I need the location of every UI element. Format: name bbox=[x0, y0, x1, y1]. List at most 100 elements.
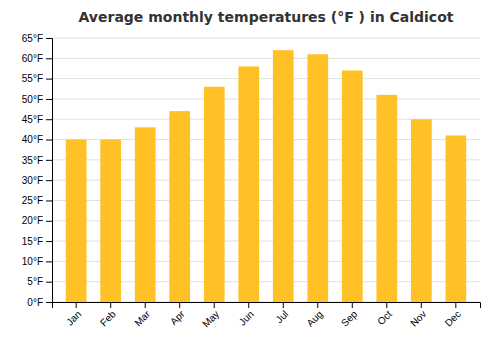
y-tick-label: 10°F bbox=[22, 256, 43, 267]
y-tick-label: 20°F bbox=[22, 215, 43, 226]
x-tick-mark bbox=[76, 302, 77, 308]
y-tick-mark bbox=[46, 58, 52, 59]
y-tick-mark bbox=[46, 79, 52, 80]
grid-line bbox=[52, 98, 480, 99]
y-tick: 65°F bbox=[22, 33, 52, 44]
bar bbox=[100, 140, 121, 302]
x-tick: Jul bbox=[274, 302, 291, 325]
x-tick-mark bbox=[248, 302, 249, 308]
y-tick: 5°F bbox=[27, 276, 52, 287]
y-tick-mark bbox=[46, 99, 52, 100]
bar bbox=[204, 87, 225, 302]
x-tick-mark bbox=[317, 302, 318, 308]
x-tick-label: Feb bbox=[98, 308, 118, 328]
x-tick-mark bbox=[455, 302, 456, 308]
bar bbox=[411, 119, 432, 302]
x-tick-mark bbox=[283, 302, 284, 308]
y-axis: 0°F 5°F 10°F 15°F 20°F 25°F 30°F 35°F 40°F 45°F 50… bbox=[22, 33, 53, 308]
x-tick: Dec bbox=[443, 302, 463, 329]
x-tick-label: Jan bbox=[64, 308, 83, 327]
x-tick: Aug bbox=[304, 302, 324, 329]
x-tick-label: Oct bbox=[375, 308, 394, 327]
x-tick: Nov bbox=[408, 302, 428, 329]
y-tick-mark bbox=[46, 302, 52, 303]
x-tick: May bbox=[200, 302, 221, 330]
bar bbox=[238, 66, 259, 302]
y-tick-label: 60°F bbox=[22, 53, 43, 64]
y-tick-label: 0°F bbox=[27, 297, 43, 308]
y-tick-label: 25°F bbox=[22, 195, 43, 206]
y-tick-mark bbox=[46, 140, 52, 141]
y-tick: 10°F bbox=[22, 256, 52, 267]
x-tick: Sep bbox=[339, 302, 360, 329]
y-tick-mark bbox=[46, 119, 52, 120]
bars bbox=[66, 50, 466, 302]
y-tick-label: 45°F bbox=[22, 114, 43, 125]
y-tick-mark bbox=[46, 241, 52, 242]
y-tick-label: 65°F bbox=[22, 33, 43, 44]
y-tick: 20°F bbox=[22, 215, 52, 226]
x-tick-label: Nov bbox=[408, 308, 428, 328]
grid-line bbox=[52, 58, 480, 59]
y-tick-mark bbox=[46, 160, 52, 161]
chart-container: Jan Feb Mar Apr May Jun Jul Aug Sep Oct Nov Dec 0°F 5… bbox=[0, 0, 500, 350]
x-tick-label: May bbox=[200, 308, 221, 329]
y-tick: 40°F bbox=[22, 134, 52, 145]
x-tick-label: Jun bbox=[237, 308, 256, 327]
y-axis-line bbox=[46, 39, 53, 303]
chart-svg: Jan Feb Mar Apr May Jun Jul Aug Sep Oct Nov Dec 0°F 5… bbox=[0, 0, 500, 350]
x-tick-label: Aug bbox=[304, 308, 324, 328]
y-tick: 45°F bbox=[22, 114, 52, 125]
y-tick: 55°F bbox=[22, 73, 52, 84]
plot-area: Jan Feb Mar Apr May Jun Jul Aug Sep Oct Nov Dec 0°F 5… bbox=[22, 33, 481, 330]
x-axis-line bbox=[53, 303, 481, 309]
x-tick-label: Mar bbox=[132, 308, 152, 328]
grid-line bbox=[52, 38, 480, 39]
y-tick-label: 40°F bbox=[22, 134, 43, 145]
x-tick: Jan bbox=[64, 302, 83, 328]
y-tick: 15°F bbox=[22, 236, 52, 247]
x-tick-mark bbox=[214, 302, 215, 308]
y-tick: 30°F bbox=[22, 175, 52, 186]
y-tick-label: 55°F bbox=[22, 73, 43, 84]
y-tick: 0°F bbox=[27, 297, 52, 308]
y-tick: 35°F bbox=[22, 155, 52, 166]
y-tick-label: 30°F bbox=[22, 175, 43, 186]
bar bbox=[307, 54, 328, 302]
x-tick: Oct bbox=[375, 302, 394, 327]
y-tick: 25°F bbox=[22, 195, 52, 206]
bar bbox=[66, 140, 87, 302]
x-tick-mark bbox=[179, 302, 180, 308]
x-tick-mark bbox=[145, 302, 146, 308]
bar bbox=[273, 50, 294, 302]
x-tick-mark bbox=[352, 302, 353, 308]
grid bbox=[52, 38, 480, 302]
bar bbox=[376, 95, 397, 302]
x-tick-label: Dec bbox=[443, 308, 463, 328]
y-tick-mark bbox=[46, 200, 52, 201]
x-tick-label: Apr bbox=[168, 308, 187, 327]
bar bbox=[135, 127, 156, 302]
x-tick: Apr bbox=[168, 302, 187, 327]
y-tick-mark bbox=[46, 261, 52, 262]
x-tick-label: Sep bbox=[339, 308, 360, 329]
y-tick: 60°F bbox=[22, 53, 52, 64]
y-tick-label: 5°F bbox=[27, 276, 43, 287]
bar bbox=[169, 111, 190, 302]
x-tick-mark bbox=[421, 302, 422, 308]
x-tick-mark bbox=[110, 302, 111, 308]
y-tick: 50°F bbox=[22, 94, 52, 105]
bar bbox=[445, 135, 466, 302]
y-tick-label: 15°F bbox=[22, 236, 43, 247]
bar bbox=[342, 70, 363, 302]
x-tick-label: Jul bbox=[274, 308, 291, 325]
grid-line bbox=[52, 78, 480, 79]
x-tick: Feb bbox=[98, 302, 118, 328]
y-tick-mark bbox=[46, 180, 52, 181]
chart-title: Average monthly temperatures (°F ) in Ca… bbox=[79, 9, 454, 25]
y-tick-mark bbox=[46, 221, 52, 222]
y-tick-mark bbox=[46, 282, 52, 283]
y-tick-mark bbox=[46, 38, 52, 39]
y-tick-label: 50°F bbox=[22, 94, 43, 105]
x-axis: Jan Feb Mar Apr May Jun Jul Aug Sep Oct Nov Dec bbox=[53, 302, 481, 330]
